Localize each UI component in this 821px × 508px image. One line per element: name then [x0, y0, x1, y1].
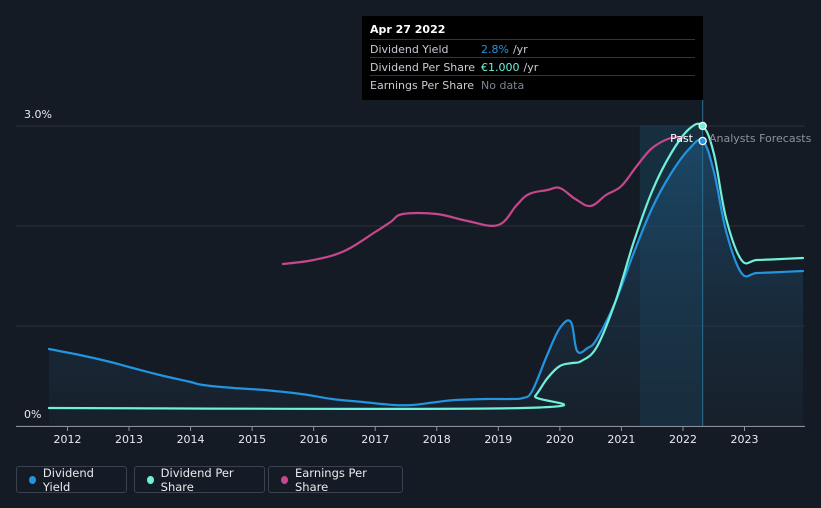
y-tick-label-max: 3.0%: [24, 108, 52, 121]
x-tick-label: 2019: [484, 433, 512, 446]
tooltip-date: Apr 27 2022: [370, 16, 695, 40]
legend-dividend-yield[interactable]: Dividend Yield: [16, 465, 127, 494]
dividend-yield-area: [49, 139, 803, 427]
tooltip-value: €1.000: [481, 61, 520, 74]
x-tick-label: 2013: [115, 433, 143, 446]
legend-dividend-per-share[interactable]: Dividend Per Share: [134, 465, 265, 494]
past-label: Past: [670, 132, 694, 145]
x-tick-label: 2020: [546, 433, 574, 446]
tooltip-value: No data: [481, 79, 525, 92]
legend-label: Dividend Per Share: [160, 465, 234, 494]
analysts-forecasts-label: Analysts Forecasts: [709, 132, 812, 145]
legend-dot-icon: [147, 475, 154, 484]
x-tick-label: 2022: [669, 433, 697, 446]
legend-label: Earnings Per Share: [294, 465, 367, 494]
tooltip-unit: /yr: [512, 43, 528, 56]
hover-markers: [698, 121, 707, 146]
tooltip: Apr 27 2022 Dividend Yield 2.8% /yr Divi…: [362, 16, 703, 100]
tooltip-label: Dividend Per Share: [370, 61, 476, 74]
series-areas: [49, 139, 803, 427]
tooltip-row-dividend-yield: Dividend Yield 2.8% /yr: [370, 40, 695, 58]
legend-dot-icon: [281, 475, 288, 484]
legend-earnings-per-share[interactable]: Earnings Per Share: [268, 465, 403, 494]
tooltip-unit: /yr: [523, 61, 539, 74]
x-tick-label: 2015: [238, 433, 266, 446]
earnings-per-share-line: [281, 136, 685, 266]
y-tick-label-zero: 0%: [24, 408, 41, 421]
legend-label: Dividend Yield: [42, 465, 94, 494]
dividend-per-share-hover-point: [698, 121, 707, 131]
x-tick-label: 2014: [177, 433, 205, 446]
tooltip-label: Earnings Per Share: [370, 79, 475, 92]
tooltip-row-earnings-per-share: Earnings Per Share No data: [370, 76, 695, 93]
x-axis-ticks: 2012 2013 2014 2015 2016 2017 2018 2019 2020 2021…: [53, 426, 759, 446]
tooltip-label: Dividend Yield: [370, 43, 449, 56]
x-tick-label: 2012: [53, 433, 81, 446]
tooltip-row-dividend-per-share: Dividend Per Share €1.000 /yr: [370, 58, 695, 76]
tooltip-value: 2.8%: [481, 43, 509, 56]
x-tick-label: 2021: [607, 433, 635, 446]
dividend-per-share-line: [47, 122, 805, 411]
x-tick-label: 2018: [423, 433, 451, 446]
legend-dot-icon: [29, 475, 36, 484]
x-tick-label: 2016: [300, 433, 328, 446]
x-tick-label: 2023: [731, 433, 759, 446]
x-tick-label: 2017: [361, 433, 389, 446]
dividend-yield-hover-point: [698, 136, 707, 146]
